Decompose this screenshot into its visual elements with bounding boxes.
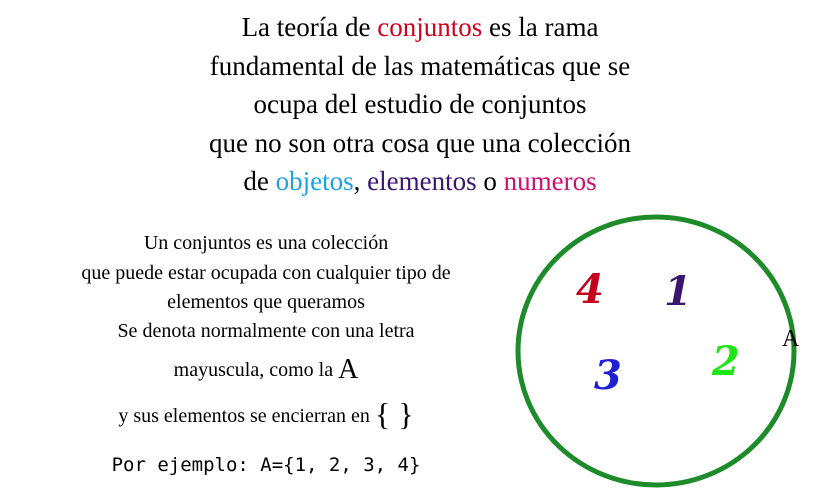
set-a-circle xyxy=(515,214,797,488)
heading-text-segment: o xyxy=(476,166,504,196)
description-text-segment: y sus elementos se encierran en xyxy=(118,405,375,427)
description-line-2: que puede estar ocupada con cualquier ti… xyxy=(81,262,451,284)
heading-text: La teoría de conjuntos es la rama fundam… xyxy=(90,8,750,201)
heading-line-1: La teoría de conjuntos es la rama xyxy=(90,8,750,47)
heading-line-2: fundamental de las matemáticas que se xyxy=(209,50,631,81)
element-2: 2 xyxy=(712,338,740,385)
element-4: 4 xyxy=(576,266,604,313)
heading-text-segment: La teoría de xyxy=(241,12,378,42)
description-line-1: Un conjuntos es una colección xyxy=(143,232,389,254)
highlight-elementos: elementos xyxy=(367,166,477,196)
heading-text-segment: de xyxy=(243,166,276,196)
element-3: 3 xyxy=(594,352,622,399)
description-line-6: y sus elementos se encierran en { } xyxy=(28,396,504,433)
highlight-conjuntos: conjuntos xyxy=(377,12,483,42)
example-line: Por ejemplo: A={1, 2, 3, 4} xyxy=(111,454,421,476)
heading-line-4: que no son otra cosa que una colección xyxy=(208,127,632,158)
description-text-segment: mayuscula, como la xyxy=(173,359,339,381)
description-line-3: elementos que queramos xyxy=(167,291,365,313)
heading-text-segment: , xyxy=(353,166,368,196)
set-circle-diagram xyxy=(515,214,797,488)
heading-line-3: ocupa del estudio de conjuntos xyxy=(253,89,587,119)
set-label-a: A xyxy=(782,326,800,352)
element-1: 1 xyxy=(664,268,692,315)
highlight-objetos: objetos xyxy=(275,166,354,196)
set-letter-a: A xyxy=(338,354,359,385)
highlight-numeros: numeros xyxy=(503,166,597,196)
description-line-5: mayuscula, como la A xyxy=(28,354,504,386)
heading-line-5: de objetos, elementos o numeros xyxy=(90,162,750,201)
braces-symbol: { } xyxy=(374,396,414,432)
description-line-4: Se denota normalmente con una letra xyxy=(117,320,415,342)
heading-text-segment: es la rama xyxy=(482,12,599,42)
